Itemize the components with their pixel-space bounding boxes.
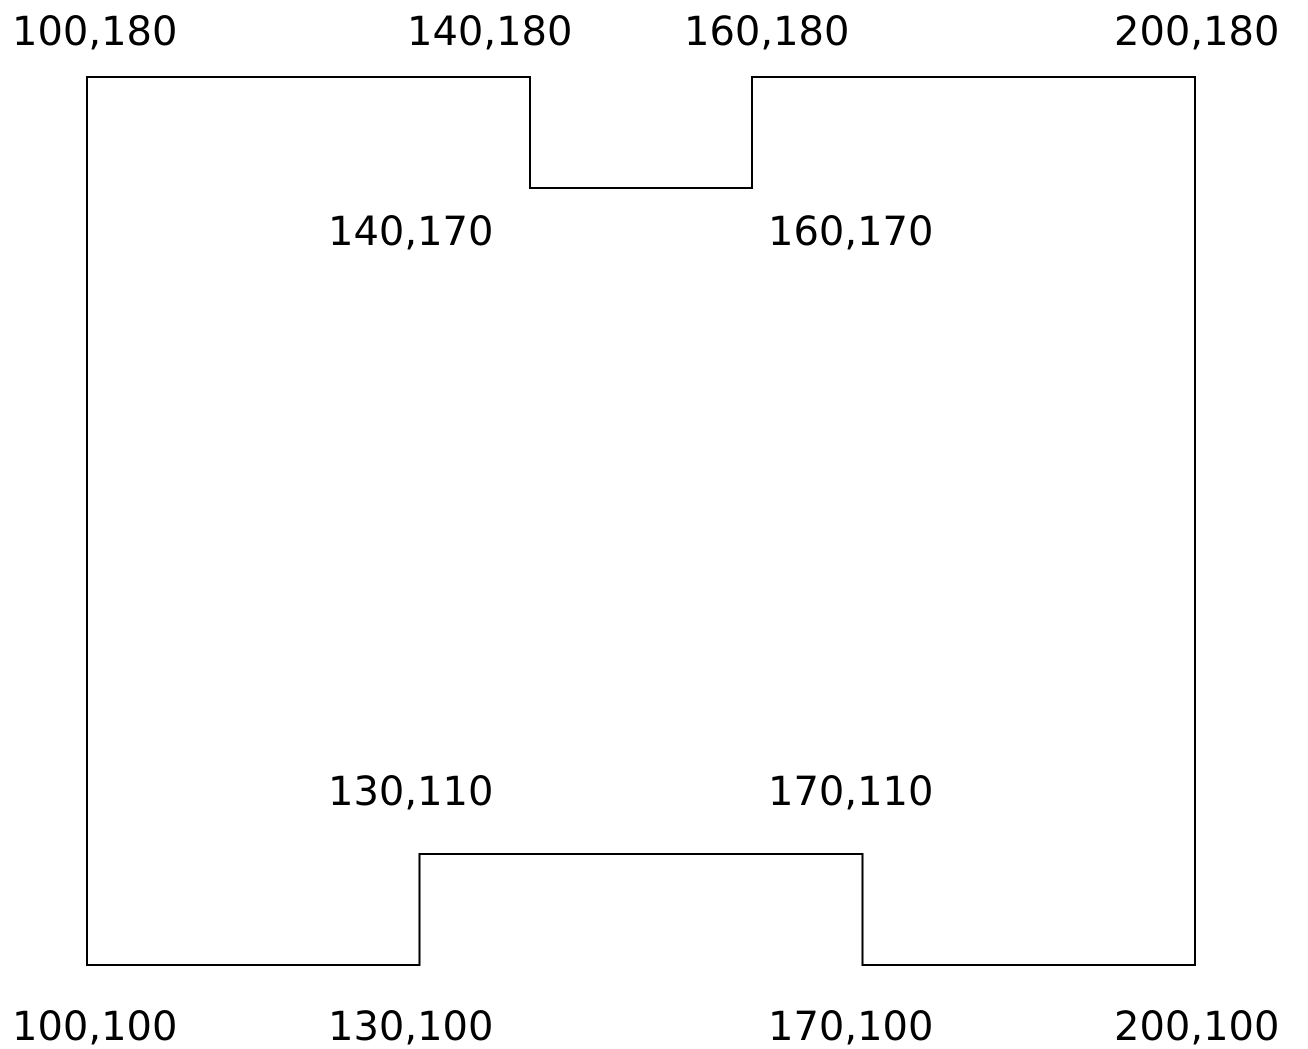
vertex-label-170-110: 170,110 [768,769,933,815]
vertex-label-160-170: 160,170 [768,209,933,255]
vertex-label-200-180: 200,180 [1114,9,1279,55]
vertex-label-200-100: 200,100 [1114,1004,1279,1049]
polygon-outline [86,76,1196,966]
vertex-label-130-100: 130,100 [328,1004,493,1049]
vertex-label-140-180: 140,180 [407,9,572,55]
vertex-label-140-170: 140,170 [328,209,493,255]
vertex-label-160-180: 160,180 [684,9,849,55]
vertex-label-100-180: 100,180 [12,9,177,55]
vertex-label-100-100: 100,100 [12,1004,177,1049]
vertex-label-170-100: 170,100 [768,1004,933,1049]
vertex-label-130-110: 130,110 [328,769,493,815]
